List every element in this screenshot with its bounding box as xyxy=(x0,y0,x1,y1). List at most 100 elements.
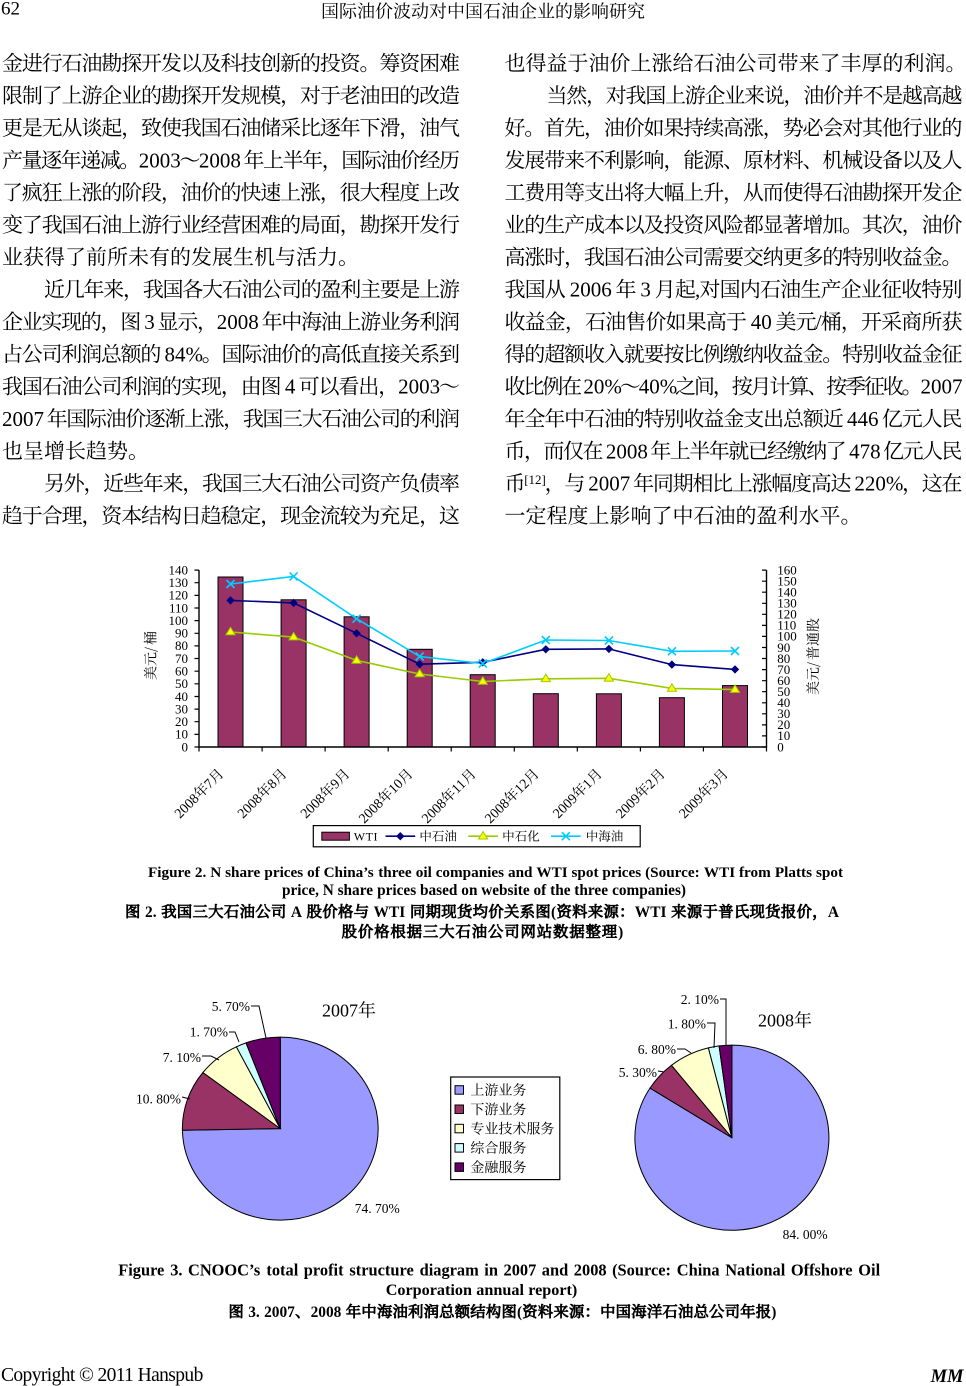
svg-text:China: China xyxy=(677,1261,720,1280)
svg-text:and: and xyxy=(508,864,533,881)
svg-text:[12]: [12] xyxy=(524,472,546,487)
svg-text:2007: 2007 xyxy=(504,1261,537,1280)
svg-text:3: 3 xyxy=(144,310,155,334)
svg-text:478: 478 xyxy=(849,439,881,463)
svg-text:China’s: China’s xyxy=(324,864,374,881)
svg-text:2007: 2007 xyxy=(2,407,44,431)
svg-text:0: 0 xyxy=(182,739,189,754)
svg-text:70: 70 xyxy=(175,651,188,666)
svg-text:three: three xyxy=(574,882,608,899)
svg-text:prices: prices xyxy=(377,882,416,899)
svg-text:companies): companies) xyxy=(612,882,686,899)
svg-text:(Source:: (Source: xyxy=(645,864,700,881)
svg-text:on: on xyxy=(461,882,478,899)
svg-text:130: 130 xyxy=(169,575,189,590)
svg-text:2008: 2008 xyxy=(199,149,241,173)
svg-text:WTI: WTI xyxy=(536,864,567,881)
svg-text:84%: 84% xyxy=(165,342,204,366)
svg-text:80: 80 xyxy=(175,638,188,653)
svg-text:2007: 2007 xyxy=(264,1304,295,1321)
svg-text:N: N xyxy=(210,864,221,881)
svg-text:of: of xyxy=(307,864,321,881)
svg-text:2008: 2008 xyxy=(217,310,259,334)
svg-text:2003: 2003 xyxy=(139,149,181,173)
svg-text:and: and xyxy=(542,1261,568,1280)
svg-text:30: 30 xyxy=(777,706,790,721)
svg-text:from: from xyxy=(739,864,771,881)
svg-text:3.: 3. xyxy=(248,1304,260,1321)
svg-text:the: the xyxy=(550,882,571,899)
svg-text:120: 120 xyxy=(169,588,189,603)
svg-text:oil: oil xyxy=(416,864,432,881)
svg-text:,: , xyxy=(695,278,700,302)
svg-text:annual: annual xyxy=(476,1281,524,1299)
svg-text:10. 80%: 10. 80% xyxy=(136,1092,181,1107)
svg-text:2.: 2. xyxy=(145,904,157,921)
svg-text:160: 160 xyxy=(777,562,797,577)
svg-text:0: 0 xyxy=(777,739,784,754)
svg-text:150: 150 xyxy=(777,574,797,589)
svg-text:total: total xyxy=(266,1261,298,1280)
svg-text:A: A xyxy=(828,904,839,921)
svg-text:80: 80 xyxy=(777,651,790,666)
svg-text:100: 100 xyxy=(777,629,797,644)
svg-text:N: N xyxy=(323,882,334,899)
svg-text:40: 40 xyxy=(751,310,772,334)
svg-text:40: 40 xyxy=(777,695,790,710)
svg-text:60: 60 xyxy=(777,673,790,688)
svg-text:30: 30 xyxy=(175,701,188,716)
svg-text:3.: 3. xyxy=(170,1261,182,1280)
svg-text:Platts: Platts xyxy=(775,864,812,881)
svg-text:spot: spot xyxy=(572,864,599,881)
svg-text:WTI: WTI xyxy=(704,864,735,881)
svg-text:2008: 2008 xyxy=(574,1261,607,1280)
svg-text:A: A xyxy=(291,904,302,921)
svg-text:120: 120 xyxy=(777,607,797,622)
svg-text:prices: prices xyxy=(602,864,641,881)
svg-text:100: 100 xyxy=(169,613,189,628)
svg-text:MM: MM xyxy=(930,1367,964,1386)
svg-text:2008: 2008 xyxy=(311,1304,342,1321)
svg-text:2007: 2007 xyxy=(588,472,630,496)
svg-text:): ) xyxy=(618,924,623,941)
svg-text:Figure: Figure xyxy=(118,1261,164,1280)
svg-text:140: 140 xyxy=(169,562,189,577)
svg-text:website: website xyxy=(481,882,530,899)
svg-text:446: 446 xyxy=(847,407,879,431)
svg-text:price,: price, xyxy=(282,882,319,899)
svg-text:6. 80%: 6. 80% xyxy=(638,1042,676,1057)
svg-text:7. 10%: 7. 10% xyxy=(163,1050,201,1065)
svg-text:90: 90 xyxy=(777,640,790,655)
svg-text:companies: companies xyxy=(436,864,504,881)
svg-text:2008: 2008 xyxy=(758,1011,794,1031)
svg-text:share: share xyxy=(225,864,260,881)
svg-text:1. 70%: 1. 70% xyxy=(190,1025,228,1040)
svg-text:/: / xyxy=(816,310,822,334)
svg-text:140: 140 xyxy=(777,585,797,600)
svg-text:20: 20 xyxy=(175,714,188,729)
svg-text:Oil: Oil xyxy=(858,1261,880,1280)
svg-text:spot: spot xyxy=(816,864,843,881)
svg-text:2003: 2003 xyxy=(398,375,440,399)
svg-text:2008: 2008 xyxy=(606,439,648,463)
svg-text:Figure: Figure xyxy=(148,864,191,881)
svg-text:1. 80%: 1. 80% xyxy=(668,1017,706,1032)
svg-text:62: 62 xyxy=(1,0,20,20)
svg-text:2007: 2007 xyxy=(322,1001,358,1021)
svg-text:WTI: WTI xyxy=(635,904,667,921)
svg-text:60: 60 xyxy=(175,664,188,679)
svg-text:National: National xyxy=(725,1261,786,1280)
svg-text:(: ( xyxy=(517,1304,522,1321)
svg-text:10: 10 xyxy=(777,728,790,743)
svg-text:20%: 20% xyxy=(583,375,622,399)
svg-text:110: 110 xyxy=(777,618,796,633)
svg-text:WTI: WTI xyxy=(354,830,378,844)
svg-text:20: 20 xyxy=(777,717,790,732)
svg-text:130: 130 xyxy=(777,596,797,611)
svg-text:3: 3 xyxy=(640,278,651,302)
svg-text:2.: 2. xyxy=(195,864,207,881)
svg-text:5. 70%: 5. 70% xyxy=(212,999,250,1014)
svg-text:structure: structure xyxy=(349,1261,413,1280)
svg-text:share: share xyxy=(338,882,374,899)
svg-text:84. 00%: 84. 00% xyxy=(783,1227,828,1242)
